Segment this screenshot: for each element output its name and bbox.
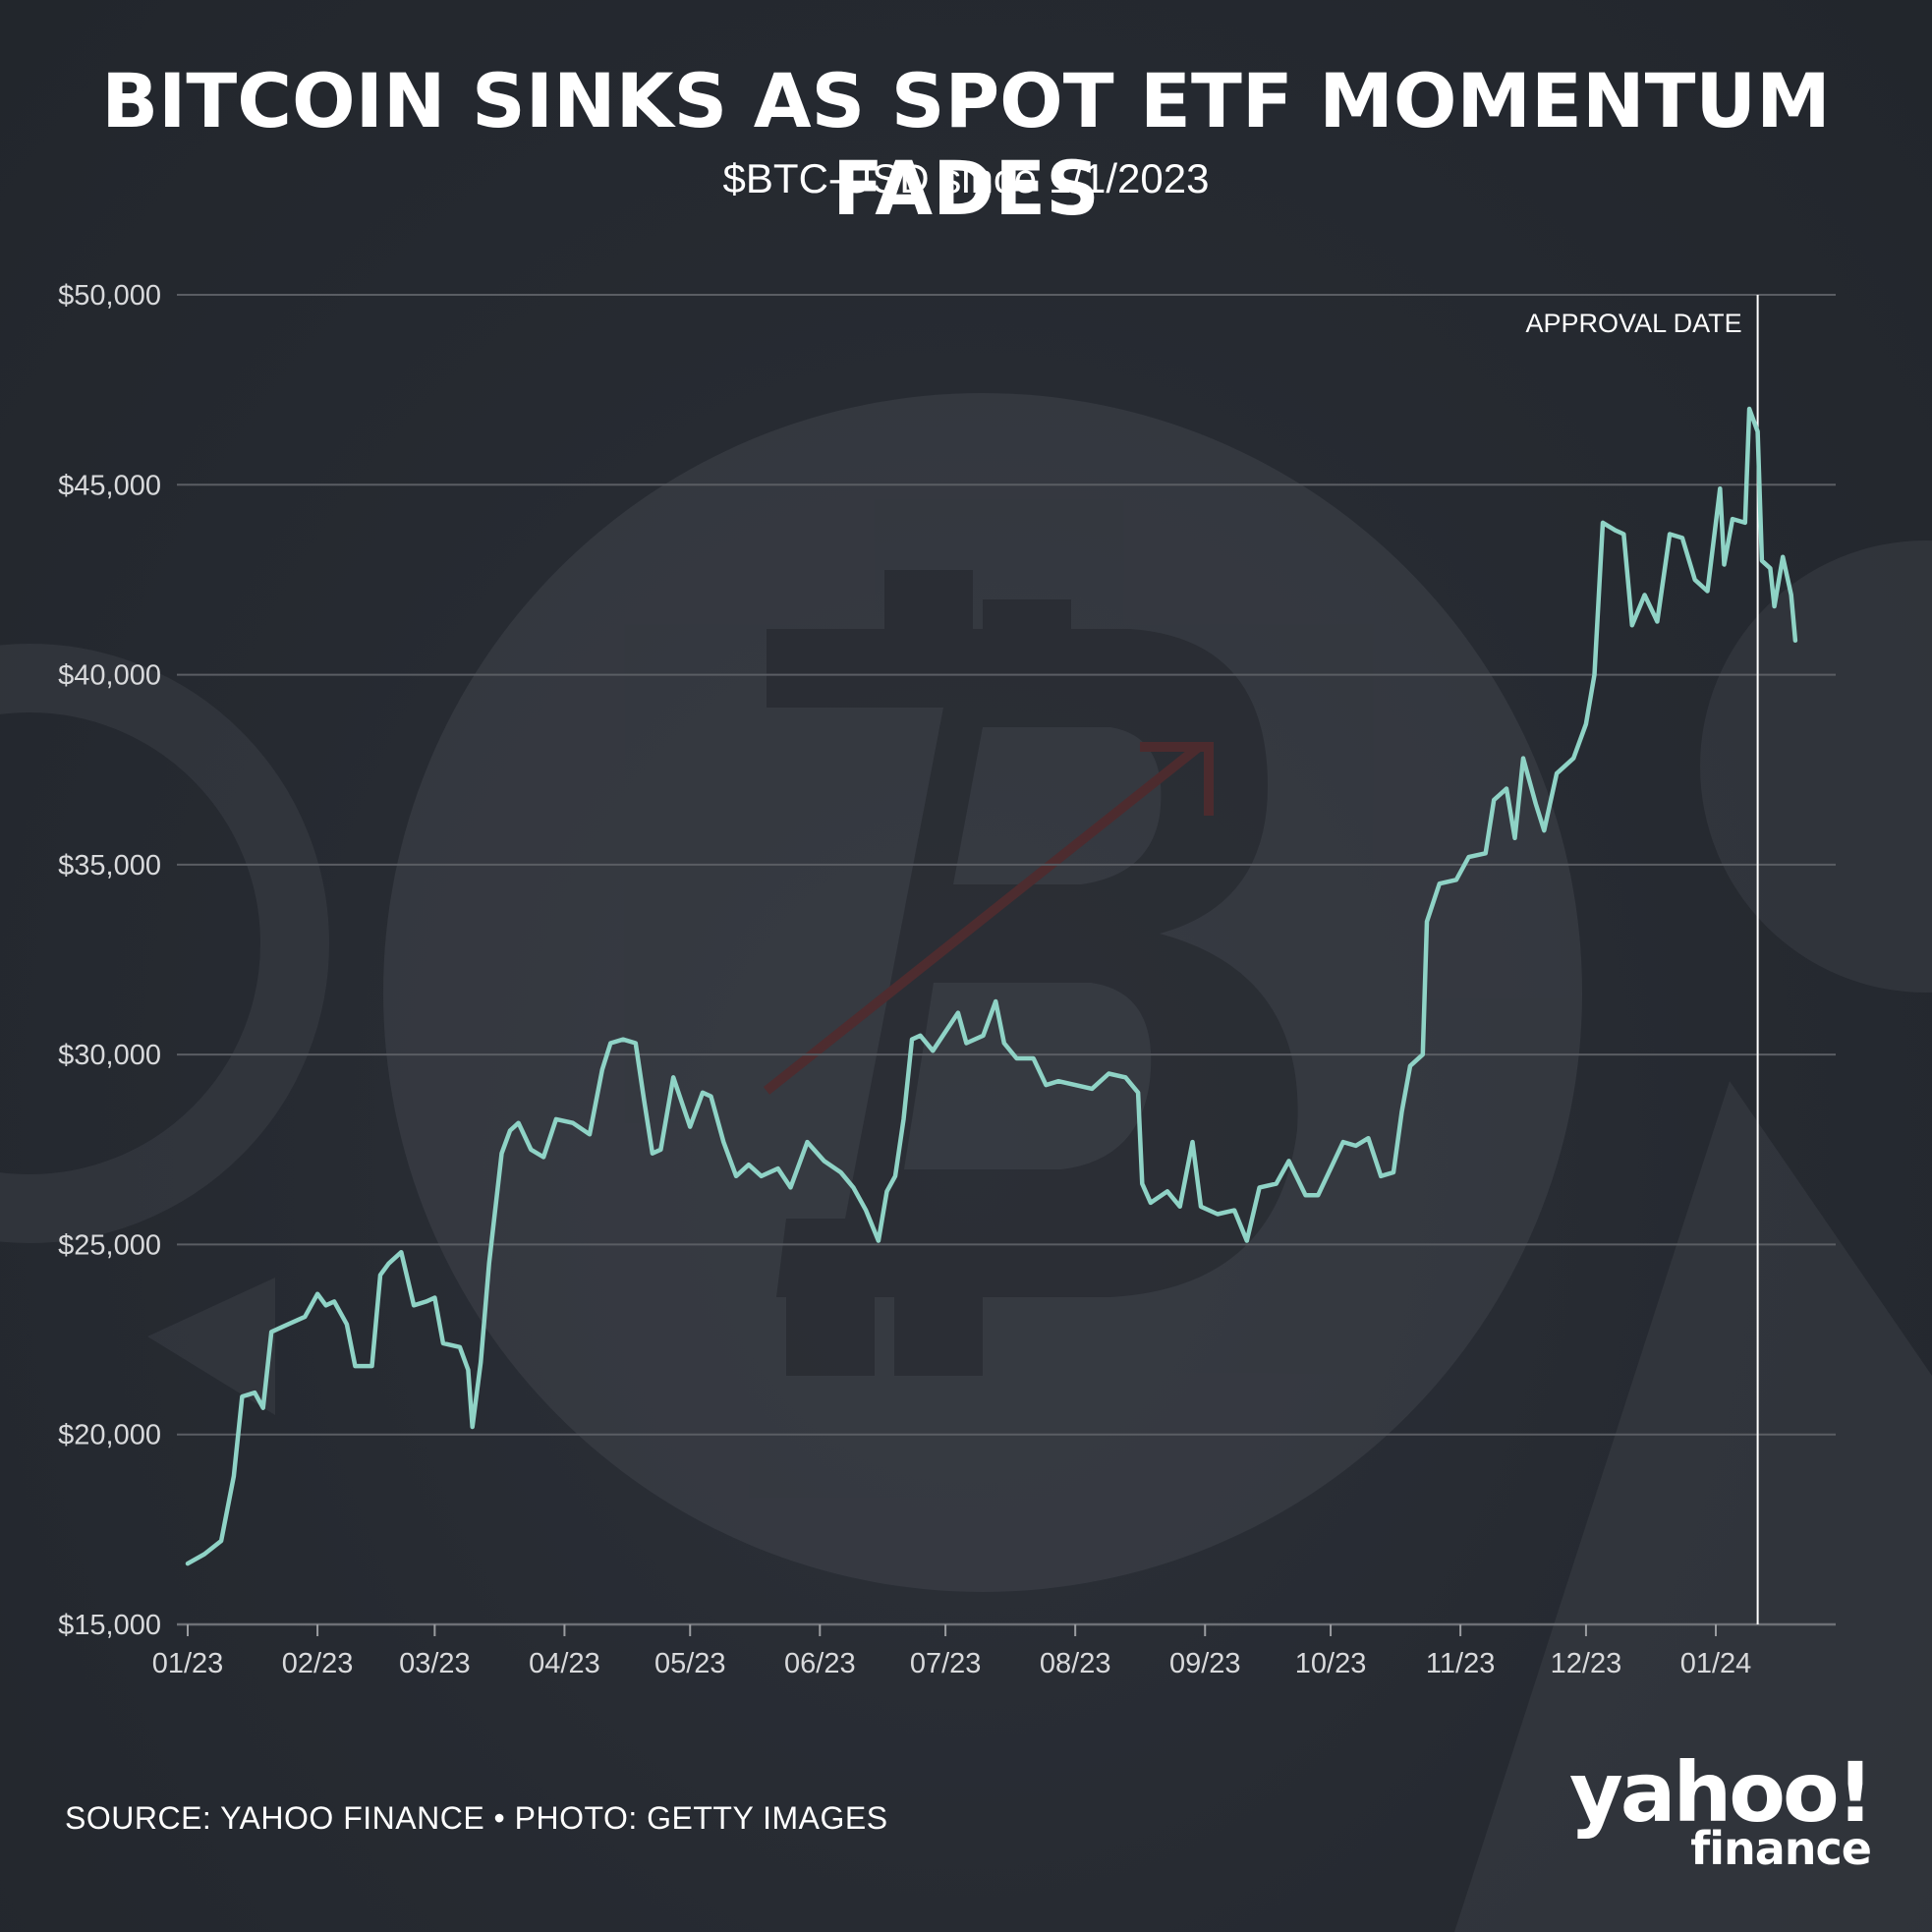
approval-label: APPROVAL DATE xyxy=(1526,309,1742,338)
chart-subtitle: $BTC-USD since 1/1/2023 xyxy=(722,155,1210,201)
x-tick-label: 07/23 xyxy=(910,1648,982,1679)
series-line-btc-usd xyxy=(185,406,1798,1566)
y-tick-label: $45,000 xyxy=(58,470,161,501)
y-tick-label: $40,000 xyxy=(58,660,161,692)
x-tick-label: 09/23 xyxy=(1169,1648,1241,1679)
bitcoin-inner-icon xyxy=(904,727,1162,1169)
left-coin-icon xyxy=(0,644,329,1243)
x-tick-label: 01/24 xyxy=(1680,1648,1752,1679)
logo-subtitle: finance xyxy=(1690,1822,1872,1875)
y-tick-label: $15,000 xyxy=(58,1610,161,1641)
yahoo-finance-logo: yahoo! finance xyxy=(1569,1744,1874,1875)
x-tick-label: 06/23 xyxy=(784,1648,856,1679)
x-tick-label: 12/23 xyxy=(1551,1648,1622,1679)
chart-title: BITCOIN SINKS AS SPOT ETF MOMENTUM FADES xyxy=(101,57,1831,232)
approval-marker: APPROVAL DATE xyxy=(1526,295,1759,1624)
y-tick-label: $25,000 xyxy=(58,1229,161,1261)
y-axis: $15,000 $20,000 $25,000 $30,000 $35,000 $40,0… xyxy=(58,280,161,1641)
x-tick-label: 10/23 xyxy=(1295,1648,1367,1679)
left-arrow-icon xyxy=(147,1278,275,1415)
y-tick-label: $30,000 xyxy=(58,1040,161,1071)
x-tick-label: 04/23 xyxy=(529,1648,600,1679)
y-tick-label: $35,000 xyxy=(58,850,161,881)
y-tick-label: $50,000 xyxy=(58,280,161,312)
gridlines xyxy=(177,294,1836,1626)
y-tick-label: $20,000 xyxy=(58,1420,161,1451)
x-tick-label: 01/23 xyxy=(152,1648,224,1679)
bitcoin-symbol-icon xyxy=(767,570,1298,1376)
x-tick-label: 08/23 xyxy=(1040,1648,1111,1679)
x-axis: 01/23 02/23 03/23 04/23 05/23 06/23 07/23 08/23… xyxy=(152,1624,1752,1679)
x-tick-label: 11/23 xyxy=(1426,1648,1495,1679)
x-tick-label: 02/23 xyxy=(282,1648,354,1679)
right-shape-icon xyxy=(1454,1081,1932,1932)
x-tick-label: 03/23 xyxy=(399,1648,471,1679)
logo-wordmark: yahoo! xyxy=(1569,1744,1874,1841)
arrow-up-icon xyxy=(763,742,1214,1095)
source-credit: SOURCE: YAHOO FINANCE • PHOTO: GETTY IMA… xyxy=(65,1800,888,1836)
x-tick-label: 05/23 xyxy=(654,1648,726,1679)
